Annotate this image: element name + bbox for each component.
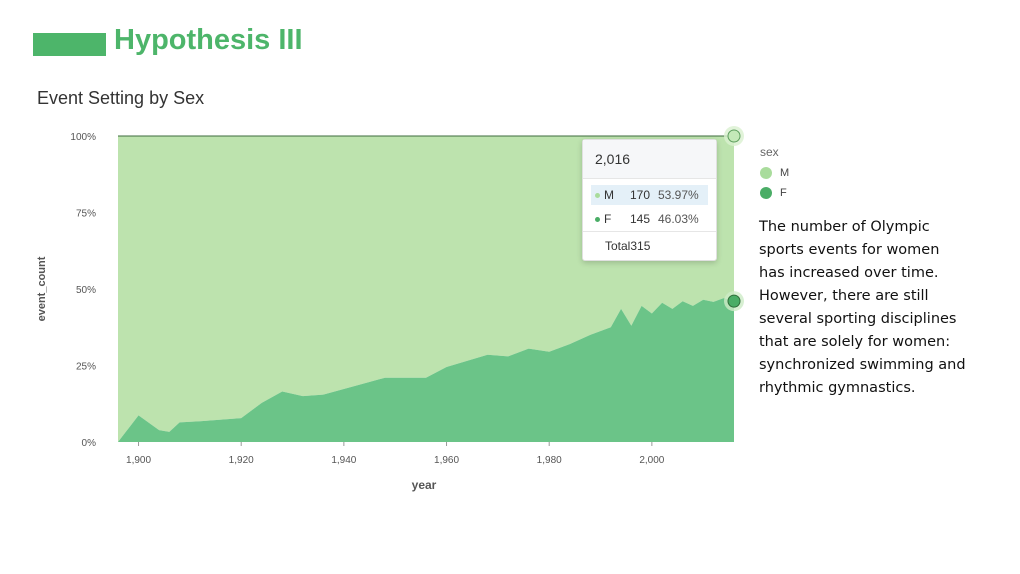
tooltip-year: 2,016 xyxy=(583,140,716,179)
tooltip-pct-f: 46.03% xyxy=(658,212,699,226)
legend-swatch-f xyxy=(760,187,772,199)
tooltip-row-f: F 145 46.03% xyxy=(591,209,708,229)
tooltip-row-m: M 170 53.97% xyxy=(591,185,708,205)
slide-title: Hypothesis III xyxy=(114,24,303,56)
legend-item-f[interactable]: F xyxy=(760,183,789,203)
note-text: The number of Olympic sports events for … xyxy=(759,219,966,396)
tooltip-sex-f: F xyxy=(604,212,612,226)
chart-tooltip: 2,016 M 170 53.97% F 145 46.03% Total315 xyxy=(582,139,717,261)
x-tick-label: 1,940 xyxy=(331,455,356,466)
y-tick-label: 0% xyxy=(82,438,97,449)
y-tick-label: 25% xyxy=(76,362,96,373)
legend-item-m[interactable]: M xyxy=(760,163,789,183)
legend-title: sex xyxy=(760,145,779,159)
x-tick-label: 1,960 xyxy=(434,455,459,466)
tooltip-count-m: 170 xyxy=(629,188,650,202)
x-tick-label: 1,900 xyxy=(126,455,151,466)
y-tick-label: 75% xyxy=(76,209,96,220)
y-axis-label: event_count xyxy=(36,256,48,321)
legend-label-m: M xyxy=(780,167,790,179)
title-accent-bar xyxy=(33,33,106,56)
y-tick-label: 50% xyxy=(76,285,96,296)
legend: sex M F xyxy=(760,145,789,203)
tooltip-sex-m: M xyxy=(604,188,614,202)
tooltip-total: Total315 xyxy=(583,231,716,260)
series-area-f xyxy=(118,298,734,442)
legend-swatch-m xyxy=(760,167,772,179)
tooltip-dot-f xyxy=(595,216,600,222)
x-axis-label: year xyxy=(412,478,437,492)
x-tick-label: 1,980 xyxy=(537,455,562,466)
tooltip-pct-m: 53.97% xyxy=(658,188,699,202)
tooltip-dot-m xyxy=(595,192,600,198)
highlight-point-m xyxy=(727,129,741,143)
tooltip-count-f: 145 xyxy=(629,212,650,226)
highlight-point-f xyxy=(727,294,741,308)
legend-label-f: F xyxy=(780,187,787,199)
x-tick-label: 2,000 xyxy=(639,455,664,466)
y-tick-label: 100% xyxy=(70,132,96,143)
series-area-m xyxy=(118,136,734,442)
chart-title: Event Setting by Sex xyxy=(37,88,205,108)
x-tick-label: 1,920 xyxy=(229,455,254,466)
